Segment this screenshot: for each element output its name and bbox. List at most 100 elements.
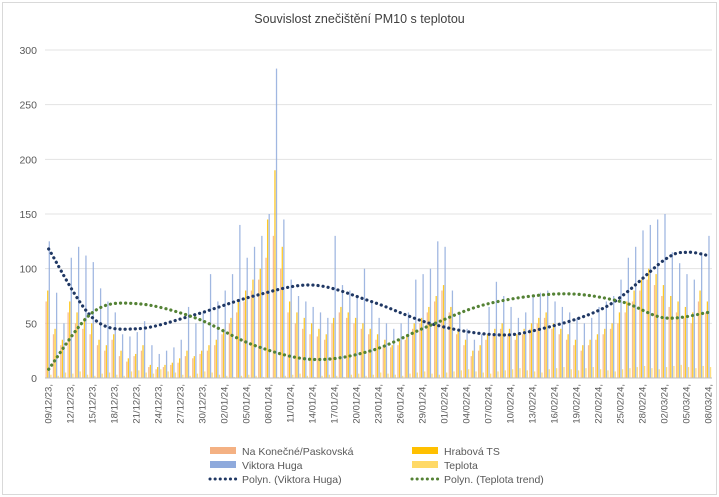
bar [621, 369, 624, 378]
bar [252, 279, 254, 378]
bar [673, 365, 675, 378]
y-tick-label: 50 [25, 318, 37, 330]
bar [598, 306, 600, 378]
bar [148, 367, 150, 378]
x-tick-label: 04/02/24, [461, 384, 472, 424]
bar [61, 339, 64, 378]
bar [463, 345, 465, 378]
x-tick-label: 05/01/24, [242, 384, 253, 424]
legend: Na Konečné/Paskovská Hrabová TS Viktora Hu… [208, 446, 544, 486]
bar [380, 372, 382, 378]
bar [349, 290, 351, 378]
bar [224, 290, 226, 378]
bar [237, 301, 239, 378]
bar [488, 306, 490, 378]
bar [165, 350, 168, 378]
bar [679, 263, 681, 378]
bar [415, 279, 417, 378]
bar [272, 235, 275, 378]
bar [250, 290, 253, 378]
bar [529, 328, 531, 378]
bar [214, 345, 216, 378]
x-axis-ticks: 09/12/23, 12/12/23, 15/12/23, 18/12/23, 21/1… [44, 384, 715, 424]
x-tick-label: 15/12/23, [88, 384, 99, 424]
bar [290, 279, 292, 378]
bar [684, 306, 687, 378]
bar [52, 334, 55, 378]
bar [508, 328, 511, 378]
bar [94, 375, 96, 378]
bar [167, 371, 169, 378]
bar [618, 312, 621, 378]
bar [468, 369, 470, 378]
bar [420, 317, 423, 378]
legend-swatch [210, 447, 236, 454]
bar [180, 339, 182, 378]
bar [86, 374, 89, 378]
x-tick-label: 05/03/24, [681, 384, 692, 424]
y-tick-label: 200 [19, 154, 37, 166]
bar [281, 246, 283, 378]
bar [525, 312, 527, 378]
bar [375, 339, 377, 378]
bar [490, 373, 492, 378]
bar [244, 290, 247, 378]
bar [536, 323, 538, 378]
y-axis-ticks: 0 50 100 150 200 250 300 [19, 45, 37, 385]
bar [492, 334, 494, 378]
bar [514, 339, 516, 378]
bar [105, 345, 108, 378]
bar [533, 371, 536, 378]
bar [541, 372, 543, 378]
legend-swatch [412, 447, 438, 454]
bar [649, 224, 651, 378]
bar [363, 268, 366, 378]
bar [402, 375, 404, 378]
bar [226, 375, 228, 378]
bar [171, 362, 173, 378]
bar [570, 369, 572, 378]
bar [450, 306, 452, 378]
bar [314, 376, 316, 378]
bar [236, 312, 238, 378]
x-tick-label: 02/01/24, [220, 384, 231, 424]
bar [101, 373, 103, 378]
bar [151, 345, 153, 378]
bar [457, 328, 459, 378]
bar [196, 373, 199, 378]
bar [385, 323, 388, 378]
bar [561, 306, 564, 378]
bar [174, 372, 177, 378]
x-tick-label: 20/01/24, [352, 384, 363, 424]
bar [350, 374, 353, 378]
bar [503, 296, 505, 378]
bar [589, 339, 591, 378]
bar [640, 279, 643, 378]
bar [530, 323, 533, 378]
bar [453, 371, 455, 378]
x-tick-label: 19/02/24, [571, 384, 582, 424]
bar [475, 371, 477, 378]
bar [583, 323, 586, 378]
bar [160, 369, 162, 378]
bar [231, 274, 234, 378]
x-tick-label: 02/03/24, [659, 384, 670, 424]
bar [466, 328, 468, 378]
bar [532, 296, 534, 378]
bar [585, 368, 587, 378]
bar [460, 370, 462, 378]
bar [155, 369, 157, 378]
bar [133, 356, 135, 378]
bar [248, 374, 250, 378]
bar [563, 367, 565, 378]
bar [547, 290, 549, 378]
bar [609, 328, 612, 378]
bar [284, 375, 287, 378]
bar [258, 279, 260, 378]
bar [576, 317, 578, 378]
bar [177, 362, 179, 378]
bar [299, 373, 301, 378]
bar [368, 334, 370, 378]
x-tick-label: 16/02/24, [549, 384, 560, 424]
bar [577, 370, 580, 378]
